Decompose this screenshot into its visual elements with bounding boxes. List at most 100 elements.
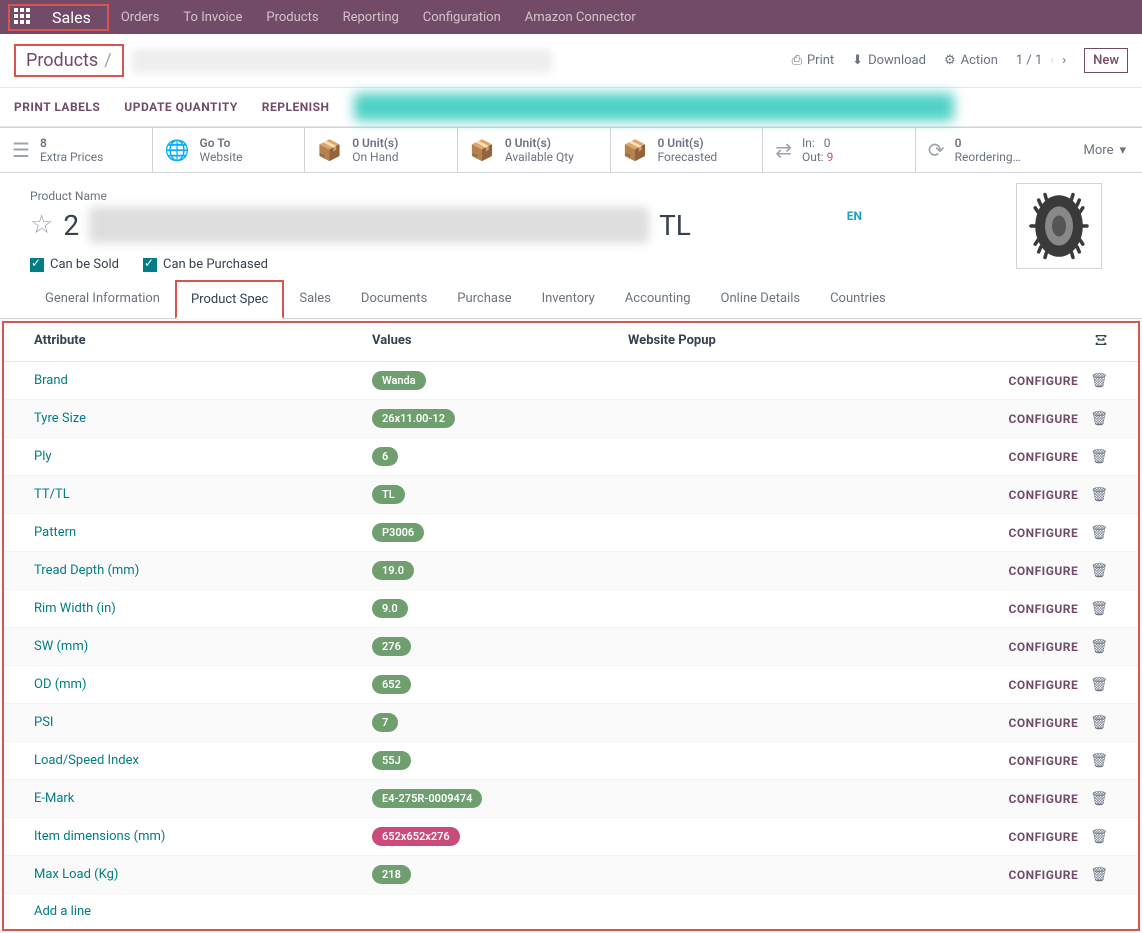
nav-products[interactable]: Products bbox=[254, 10, 330, 25]
trash-icon[interactable]: 🗑 bbox=[1090, 829, 1108, 845]
tab-online-details[interactable]: Online Details bbox=[706, 280, 816, 318]
action-replenish[interactable]: REPLENISH bbox=[262, 88, 342, 126]
value-pill[interactable]: 652x652x276 bbox=[372, 827, 460, 846]
nav-sales[interactable]: Sales bbox=[40, 8, 103, 27]
attr-link[interactable]: Item dimensions (mm) bbox=[34, 829, 372, 844]
star-icon[interactable]: ☆ bbox=[30, 210, 53, 240]
tab-general-information[interactable]: General Information bbox=[30, 280, 175, 318]
nav-orders[interactable]: Orders bbox=[109, 10, 172, 25]
value-pill[interactable]: 7 bbox=[372, 713, 398, 732]
action-button[interactable]: ⚙ Action bbox=[944, 53, 998, 68]
attr-link[interactable]: Tread Depth (mm) bbox=[34, 563, 372, 578]
tab-purchase[interactable]: Purchase bbox=[442, 280, 526, 318]
attr-link[interactable]: Pattern bbox=[34, 525, 372, 540]
trash-icon[interactable]: 🗑 bbox=[1090, 487, 1108, 503]
value-pill[interactable]: 9.0 bbox=[372, 599, 408, 618]
stat-box[interactable]: ☰8Extra Prices bbox=[0, 128, 153, 172]
configure-button[interactable]: CONFIGURE bbox=[1009, 374, 1079, 388]
trash-icon[interactable]: 🗑 bbox=[1090, 867, 1108, 883]
can-be-sold-checkbox[interactable]: Can be Sold bbox=[30, 257, 119, 272]
action-update-quantity[interactable]: UPDATE QUANTITY bbox=[124, 88, 249, 126]
trash-icon[interactable]: 🗑 bbox=[1090, 373, 1108, 389]
nav-configuration[interactable]: Configuration bbox=[411, 10, 513, 25]
pager-next[interactable]: › bbox=[1062, 53, 1066, 68]
attr-link[interactable]: Load/Speed Index bbox=[34, 753, 372, 768]
value-pill[interactable]: 6 bbox=[372, 447, 398, 466]
nav-amazon-connector[interactable]: Amazon Connector bbox=[513, 10, 648, 25]
filter-icon[interactable] bbox=[1094, 333, 1108, 351]
attr-link[interactable]: Ply bbox=[34, 449, 372, 464]
action-print-labels[interactable]: PRINT LABELS bbox=[14, 88, 112, 126]
configure-button[interactable]: CONFIGURE bbox=[1009, 792, 1079, 806]
value-pill[interactable]: E4-275R-0009474 bbox=[372, 789, 482, 808]
print-button[interactable]: ⎙ Print bbox=[792, 53, 835, 68]
value-pill[interactable]: Wanda bbox=[372, 371, 426, 390]
value-pill[interactable]: 19.0 bbox=[372, 561, 414, 580]
trash-icon[interactable]: 🗑 bbox=[1090, 753, 1108, 769]
product-image[interactable] bbox=[1016, 183, 1102, 269]
tab-documents[interactable]: Documents bbox=[346, 280, 442, 318]
can-be-purchased-checkbox[interactable]: Can be Purchased bbox=[143, 257, 268, 272]
attr-link[interactable]: Rim Width (in) bbox=[34, 601, 372, 616]
trash-icon[interactable]: 🗑 bbox=[1090, 449, 1108, 465]
stat-box[interactable]: ⟳0Reordering… bbox=[916, 128, 1068, 172]
nav-reporting[interactable]: Reporting bbox=[331, 10, 411, 25]
tab-sales[interactable]: Sales bbox=[284, 280, 346, 318]
more-dropdown[interactable]: More ▾ bbox=[1068, 128, 1142, 172]
trash-icon[interactable]: 🗑 bbox=[1090, 677, 1108, 693]
value-pill[interactable]: 276 bbox=[372, 637, 411, 656]
configure-button[interactable]: CONFIGURE bbox=[1009, 602, 1079, 616]
attr-link[interactable]: Brand bbox=[34, 373, 372, 388]
trash-icon[interactable]: 🗑 bbox=[1090, 411, 1108, 427]
trash-icon[interactable]: 🗑 bbox=[1090, 715, 1108, 731]
stat-box[interactable]: 📦0 Unit(s)Available Qty bbox=[458, 128, 611, 172]
value-pill[interactable]: P3006 bbox=[372, 523, 424, 542]
stat-box[interactable]: 🌐Go ToWebsite bbox=[153, 128, 306, 172]
value-pill[interactable]: 652 bbox=[372, 675, 411, 694]
tab-product-spec[interactable]: Product Spec bbox=[175, 280, 284, 319]
attr-link[interactable]: E-Mark bbox=[34, 791, 372, 806]
download-button[interactable]: ⬇ Download bbox=[852, 53, 926, 68]
attr-link[interactable]: Tyre Size bbox=[34, 411, 372, 426]
tab-countries[interactable]: Countries bbox=[815, 280, 901, 318]
value-pill[interactable]: 26x11.00-12 bbox=[372, 409, 455, 428]
new-button[interactable]: New bbox=[1084, 48, 1128, 73]
configure-button[interactable]: CONFIGURE bbox=[1009, 830, 1079, 844]
lang-button[interactable]: EN bbox=[847, 209, 862, 223]
configure-button[interactable]: CONFIGURE bbox=[1009, 754, 1079, 768]
add-line-link[interactable]: Add a line bbox=[4, 894, 1138, 929]
trash-icon[interactable]: 🗑 bbox=[1090, 639, 1108, 655]
attr-link[interactable]: TT/TL bbox=[34, 487, 372, 502]
attr-link[interactable]: Max Load (Kg) bbox=[34, 867, 372, 882]
configure-button[interactable]: CONFIGURE bbox=[1009, 678, 1079, 692]
stat-box[interactable]: 📦0 Unit(s)Forecasted bbox=[611, 128, 764, 172]
configure-button[interactable]: CONFIGURE bbox=[1009, 412, 1079, 426]
value-pill[interactable]: 218 bbox=[372, 865, 411, 884]
configure-button[interactable]: CONFIGURE bbox=[1009, 716, 1079, 730]
stat-box[interactable]: ⇄In: 0Out: 9 bbox=[763, 128, 916, 172]
value-pill[interactable]: 55J bbox=[372, 751, 411, 770]
breadcrumb-root[interactable]: Products bbox=[26, 50, 98, 71]
configure-button[interactable]: CONFIGURE bbox=[1009, 640, 1079, 654]
col-attribute: Attribute bbox=[34, 333, 372, 351]
apps-icon[interactable] bbox=[14, 8, 32, 26]
trash-icon[interactable]: 🗑 bbox=[1090, 791, 1108, 807]
value-pill[interactable]: TL bbox=[372, 485, 405, 504]
tab-accounting[interactable]: Accounting bbox=[610, 280, 706, 318]
attr-link[interactable]: OD (mm) bbox=[34, 677, 372, 692]
nav-to-invoice[interactable]: To Invoice bbox=[171, 10, 254, 25]
configure-button[interactable]: CONFIGURE bbox=[1009, 450, 1079, 464]
pager-prev[interactable]: ‹ bbox=[1050, 53, 1054, 68]
configure-button[interactable]: CONFIGURE bbox=[1009, 488, 1079, 502]
configure-button[interactable]: CONFIGURE bbox=[1009, 564, 1079, 578]
trash-icon[interactable]: 🗑 bbox=[1090, 525, 1108, 541]
attr-link[interactable]: PSI bbox=[34, 715, 372, 730]
attr-link[interactable]: SW (mm) bbox=[34, 639, 372, 654]
trash-icon[interactable]: 🗑 bbox=[1090, 563, 1108, 579]
configure-button[interactable]: CONFIGURE bbox=[1009, 526, 1079, 540]
configure-button[interactable]: CONFIGURE bbox=[1009, 868, 1079, 882]
trash-icon[interactable]: 🗑 bbox=[1090, 601, 1108, 617]
list-icon: ☰ bbox=[12, 138, 30, 162]
stat-box[interactable]: 📦0 Unit(s)On Hand bbox=[305, 128, 458, 172]
tab-inventory[interactable]: Inventory bbox=[527, 280, 610, 318]
